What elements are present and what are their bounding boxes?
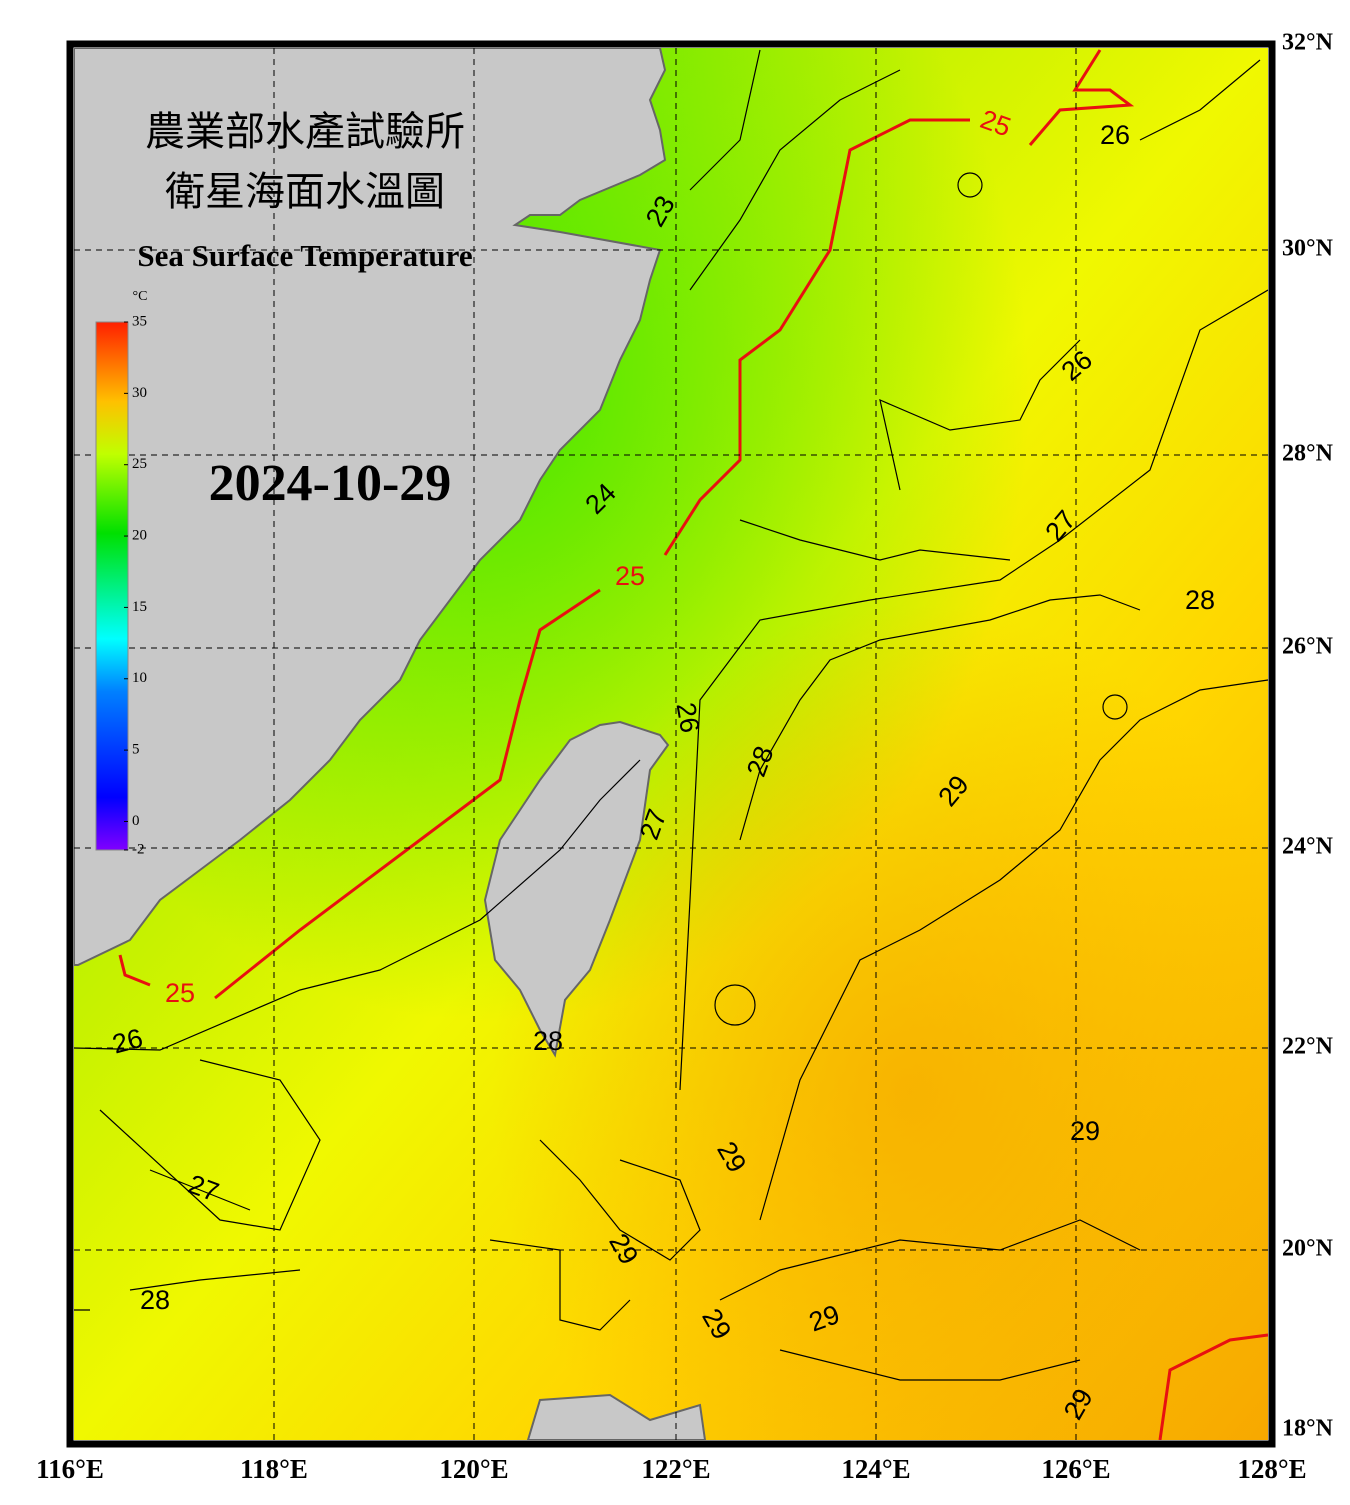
colorbar-unit: °C <box>133 289 148 304</box>
lat-label: 32°N <box>1282 30 1334 56</box>
contour-label: 28 <box>533 1026 563 1056</box>
contour-line <box>719 1219 1141 1381</box>
lat-label: 18°N <box>1282 1416 1334 1442</box>
contour-line <box>739 519 1011 561</box>
colorbar-tick-label: 20 <box>132 527 147 543</box>
contour-line <box>74 1059 321 1311</box>
contour-line <box>489 1139 701 1331</box>
contour-label: 25 <box>615 561 645 591</box>
lon-label: 116°E <box>36 1454 104 1484</box>
contour-line <box>679 289 1268 1091</box>
lat-label: 24°N <box>1282 834 1334 860</box>
contour-label: 26 <box>1100 120 1130 150</box>
contour-line <box>118 49 1268 1440</box>
lat-label: 22°N <box>1282 1034 1334 1060</box>
lat-label: 26°N <box>1282 634 1334 660</box>
contour-line <box>739 594 1141 841</box>
date: 2024-10-29 <box>209 455 452 512</box>
lon-label: 124°E <box>841 1454 910 1484</box>
map-frame <box>66 40 1276 1448</box>
contour-label: 28 <box>1185 585 1215 615</box>
contour-line <box>879 339 1081 491</box>
contour-25 <box>118 49 1268 1440</box>
contour-line <box>74 759 641 1051</box>
contour-line <box>957 172 983 198</box>
contour-label: 25 <box>165 978 195 1008</box>
land-china <box>74 48 667 966</box>
contour-line <box>759 679 1268 1221</box>
title-zh: 衛星海面水溫圖 <box>165 169 445 214</box>
colorbar-tick-label: 0 <box>132 813 140 829</box>
lon-label: 120°E <box>439 1454 508 1484</box>
land-luzon <box>526 1393 707 1440</box>
lon-label: 126°E <box>1041 1454 1110 1484</box>
lon-label: 122°E <box>641 1454 710 1484</box>
colorbar-tick-label: 25 <box>132 456 147 472</box>
graticule <box>74 48 1268 1440</box>
contour-line <box>689 49 1261 291</box>
colorbar-ticks: -2 0 5 10 15 20 25 30 35 <box>124 313 147 857</box>
title-zh: 農業部水產試驗所 <box>145 109 465 154</box>
colorbar-tick-label: 10 <box>132 670 147 686</box>
lat-label: 20°N <box>1282 1236 1334 1262</box>
land-taiwan <box>483 720 670 1058</box>
contour-label: 29 <box>1070 1116 1100 1146</box>
contour-line <box>714 984 756 1026</box>
contour-label: 26 <box>670 700 705 735</box>
colorbar-tick-label: 30 <box>132 385 147 401</box>
title-en: Sea Surface Temperature <box>137 238 472 273</box>
colorbar-tick-label: -2 <box>132 841 145 857</box>
colorbar-tick-label: 5 <box>132 742 140 758</box>
contours <box>74 49 1268 1381</box>
colorbar <box>95 321 129 851</box>
axis-labels: 116°E 118°E 120°E 122°E 124°E 126°E 128°E 32°N 3… <box>36 30 1334 1485</box>
contour-label: 28 <box>140 1285 170 1315</box>
contour-line <box>1102 694 1128 720</box>
colorbar-tick-label: 15 <box>132 599 147 615</box>
lat-label: 28°N <box>1282 441 1334 467</box>
lon-label: 118°E <box>240 1454 308 1484</box>
colorbar-tick-label: 35 <box>132 313 147 329</box>
lat-label: 30°N <box>1282 236 1334 262</box>
lon-label: 128°E <box>1237 1454 1306 1484</box>
